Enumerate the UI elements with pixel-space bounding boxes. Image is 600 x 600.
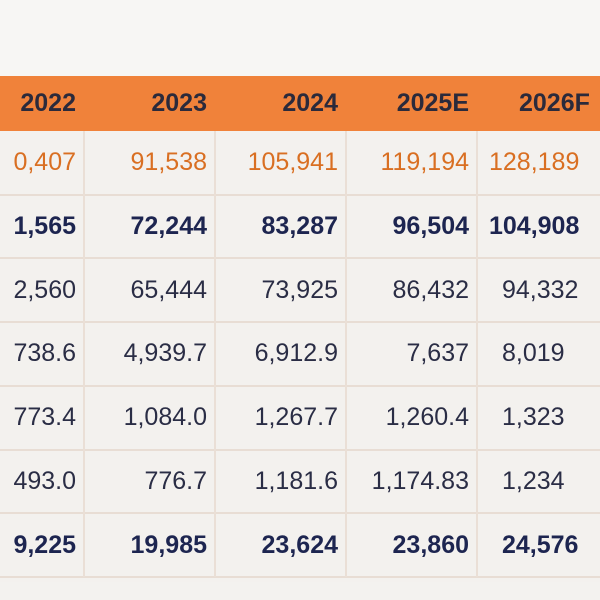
- row-divider: [0, 575, 600, 578]
- table-cell: 1,181.6: [254, 466, 338, 495]
- table-row: 0,407 91,538 105,941 119,194 128,189: [0, 131, 600, 195]
- table-cell: 119,194: [380, 148, 469, 177]
- column-divider: [476, 131, 478, 577]
- table-cell: 773.4: [13, 403, 76, 432]
- table-header-row: 2022 2023 2024 2025E 2026F: [0, 76, 600, 131]
- table-cell: 2,560: [13, 275, 76, 304]
- table-cell: 94,332: [502, 275, 579, 304]
- table-row: 773.4 1,084.0 1,267.7 1,260.4 1,323: [0, 386, 600, 450]
- table-row: 1,565 72,244 83,287 96,504 104,908: [0, 195, 600, 259]
- table-cell: 1,234: [502, 466, 565, 495]
- header-2024: 2024: [282, 89, 338, 117]
- row-divider: [0, 448, 600, 451]
- column-divider: [345, 131, 347, 577]
- column-divider: [214, 131, 216, 577]
- row-divider: [0, 512, 600, 515]
- header-2025e: 2025E: [396, 89, 469, 117]
- table-cell: 91,538: [130, 148, 207, 177]
- table-cell: 65,444: [130, 275, 207, 304]
- table-cell: 738.6: [13, 339, 76, 368]
- table-cell: 6,912.9: [254, 339, 338, 368]
- table-cell: 776.7: [144, 466, 207, 495]
- table-cell: 19,985: [130, 530, 207, 559]
- row-divider: [0, 384, 600, 387]
- table-cell: 1,174.83: [371, 466, 469, 495]
- table-cell: 7,637: [406, 339, 469, 368]
- table-cell: 96,504: [392, 212, 469, 241]
- table-cell: 1,323: [502, 403, 565, 432]
- table-cell: 72,244: [130, 212, 207, 241]
- table-row: 9,225 19,985 23,624 23,860 24,576: [0, 513, 600, 577]
- top-background: [0, 0, 600, 76]
- table-cell: 73,925: [261, 275, 338, 304]
- table-cell: 0,407: [13, 148, 76, 177]
- table-row: 2,560 65,444 73,925 86,432 94,332: [0, 258, 600, 322]
- table-cell: 493.0: [13, 466, 76, 495]
- row-divider: [0, 257, 600, 260]
- table-row: 493.0 776.7 1,181.6 1,174.83 1,234: [0, 450, 600, 514]
- table-cell: 83,287: [261, 212, 338, 241]
- header-2022: 2022: [20, 89, 76, 117]
- table-cell: 1,267.7: [254, 403, 338, 432]
- table-cell: 105,941: [247, 148, 338, 177]
- bottom-background: [0, 582, 600, 600]
- row-divider: [0, 321, 600, 324]
- row-divider: [0, 193, 600, 196]
- table-cell: 23,624: [261, 530, 338, 559]
- header-2026f: 2026F: [519, 89, 590, 117]
- table-cell: 8,019: [502, 339, 565, 368]
- table-cell: 128,189: [489, 148, 580, 177]
- column-divider: [83, 131, 85, 577]
- table-cell: 9,225: [13, 530, 76, 559]
- table-cell: 1,260.4: [385, 403, 469, 432]
- table-cell: 24,576: [502, 530, 579, 559]
- table-row: 738.6 4,939.7 6,912.9 7,637 8,019: [0, 322, 600, 386]
- table-cell: 86,432: [392, 275, 469, 304]
- table-cell: 104,908: [489, 212, 580, 241]
- table-cell: 1,084.0: [123, 403, 207, 432]
- table-cell: 4,939.7: [123, 339, 207, 368]
- table-cell: 1,565: [13, 212, 76, 241]
- header-2023: 2023: [151, 89, 207, 117]
- table-cell: 23,860: [392, 530, 469, 559]
